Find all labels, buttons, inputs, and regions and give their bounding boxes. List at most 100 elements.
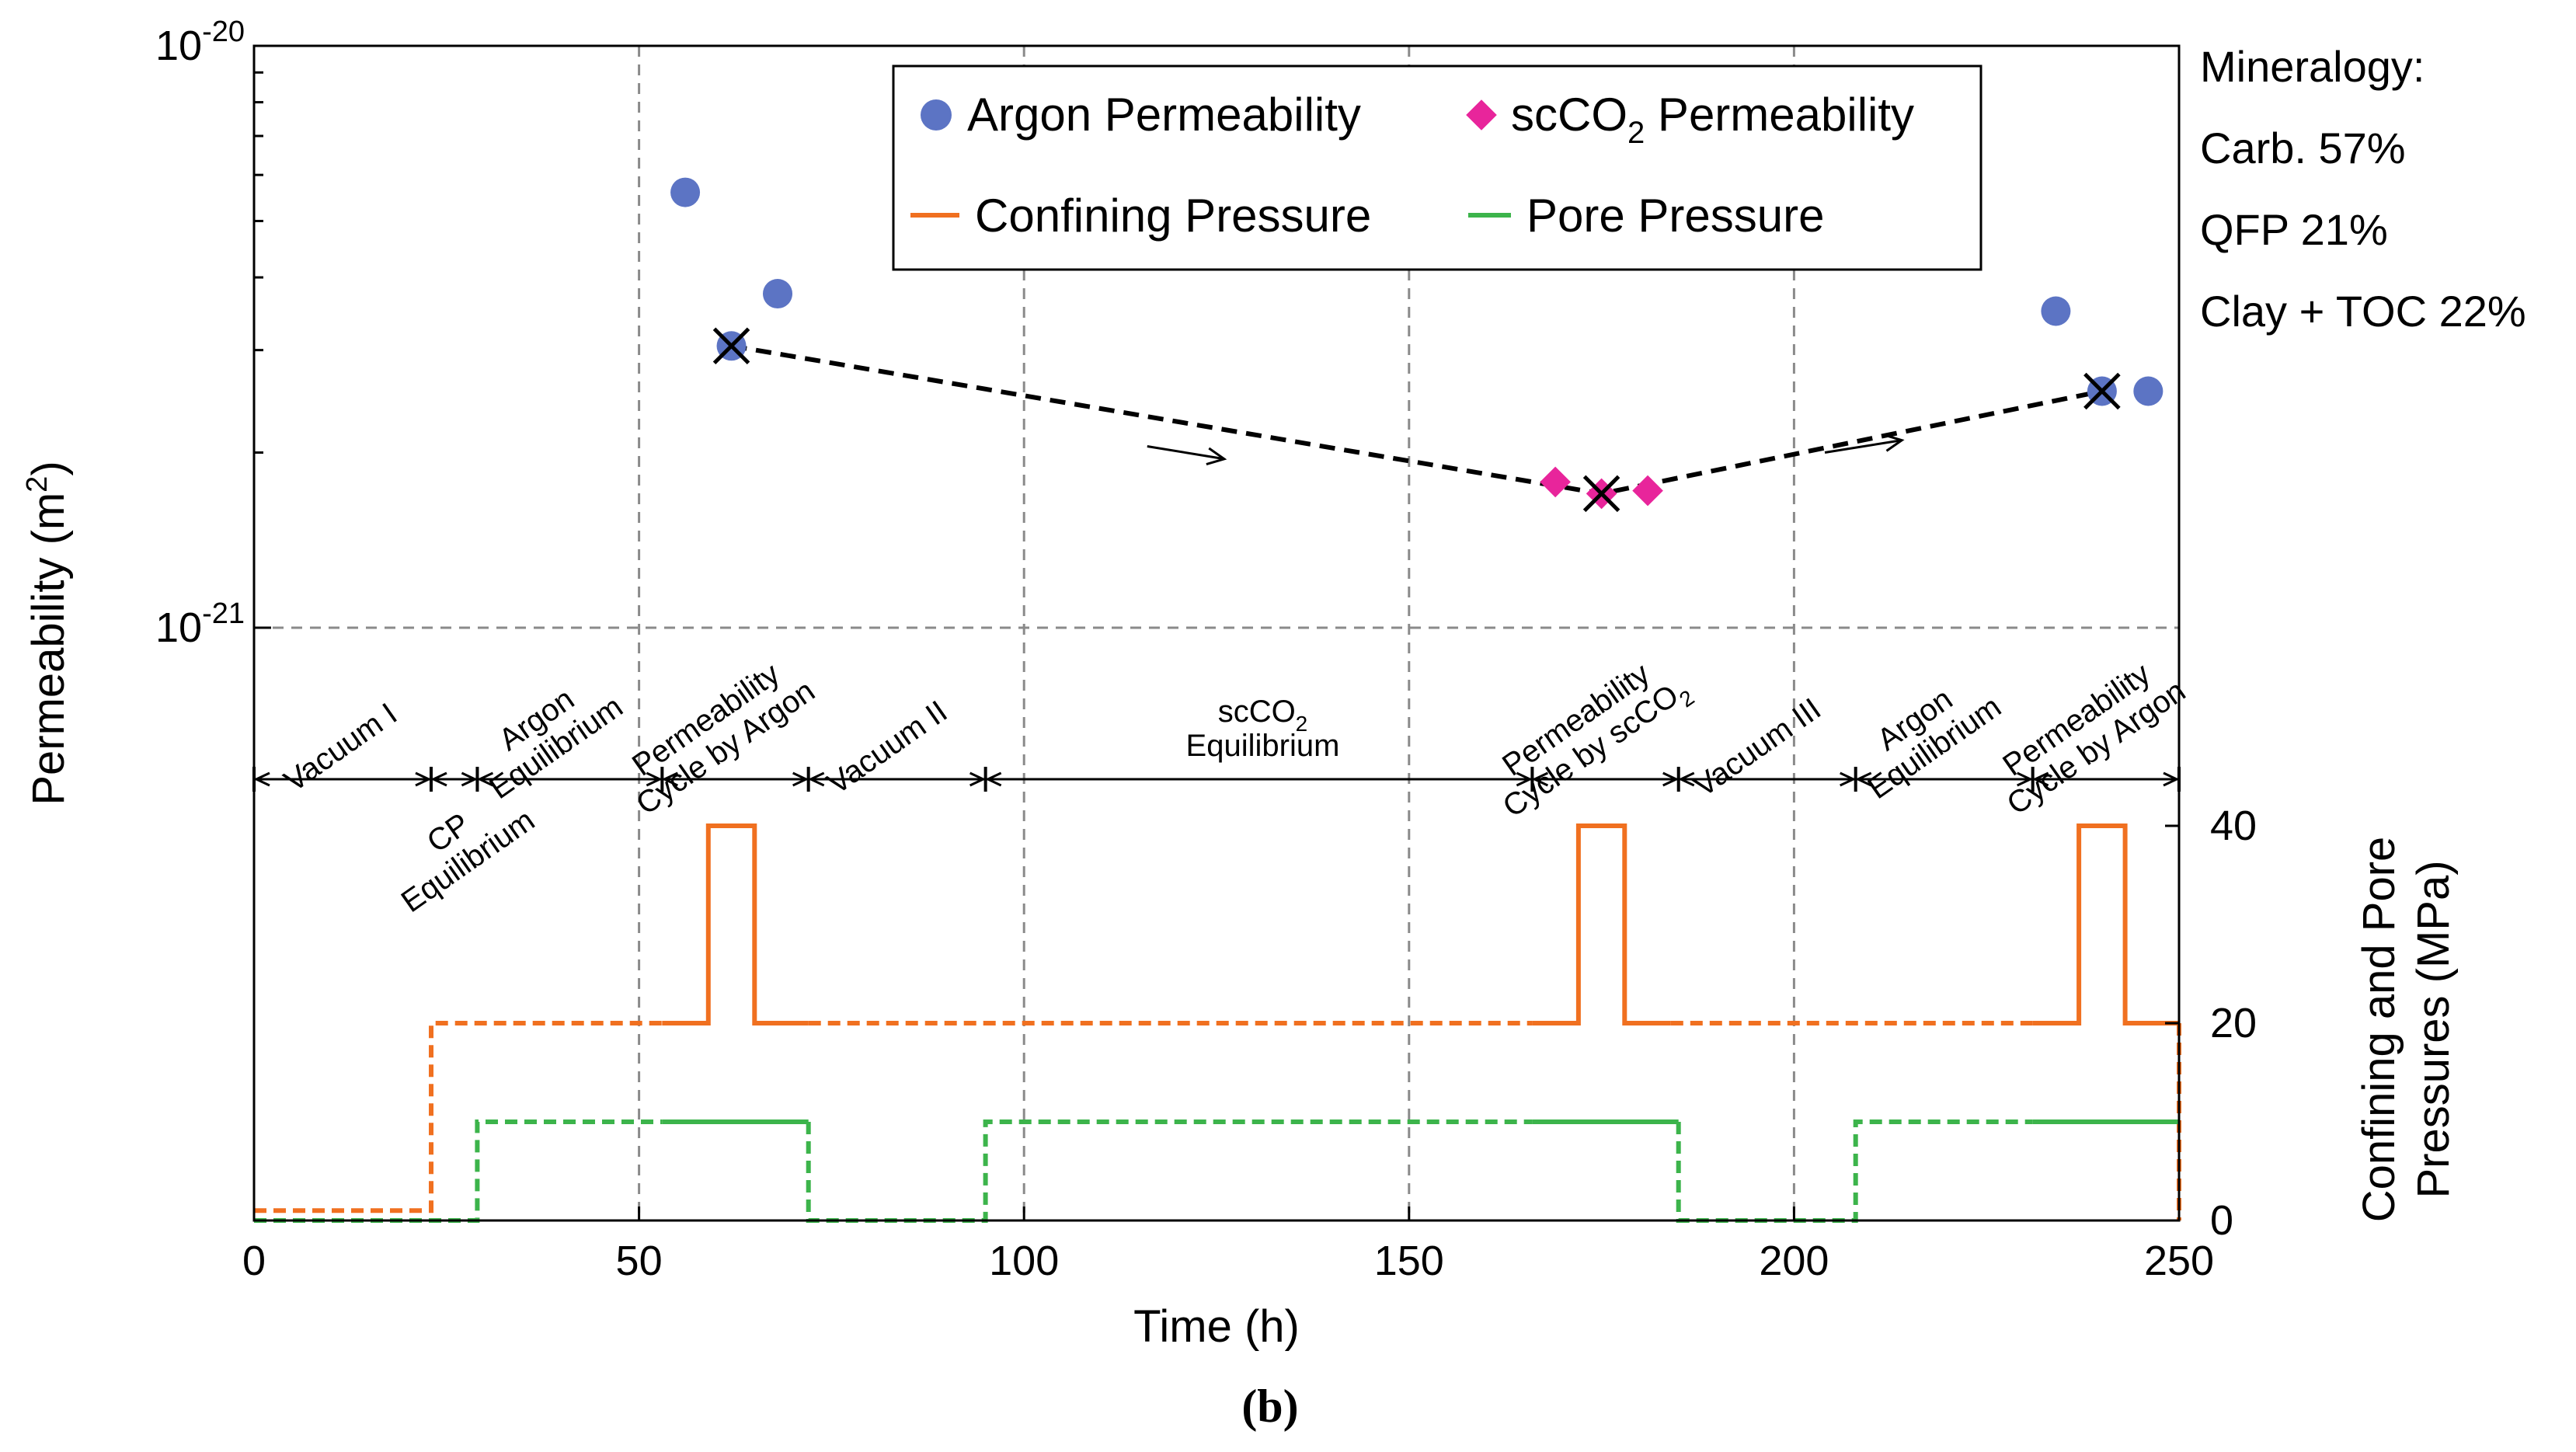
- y-left-tick-label: 10-21: [155, 597, 245, 651]
- y-right-tick-label: 0: [2210, 1197, 2233, 1244]
- x-tick-label: 150: [1374, 1238, 1444, 1284]
- pore-pressure-segment: [806, 1119, 1533, 1223]
- legend: Argon Permeability scCO2 Permeability Co…: [892, 64, 1982, 271]
- phase-label-line: Vacuum II: [821, 695, 953, 802]
- flow-arrow-shaft: [1824, 439, 1902, 454]
- phase-label: Vacuum II: [821, 695, 953, 802]
- x-tick-label: 250: [2144, 1238, 2214, 1284]
- x-tick-label: 200: [1759, 1238, 1829, 1284]
- phase-arrowhead: [476, 771, 494, 787]
- y-right-tick-label: 40: [2210, 803, 2257, 849]
- scco2-permeability-point: [1632, 475, 1663, 507]
- confining-pressure-segment: [2032, 823, 2179, 1025]
- y-left-title-end: ): [23, 461, 74, 475]
- legend-pore-label: Pore Pressure: [1526, 190, 1825, 242]
- figure-caption: (b): [1241, 1381, 1298, 1432]
- phase-label: Vacuum I: [278, 697, 403, 799]
- phase-arrowhead: [985, 771, 1002, 787]
- phase-arrowhead: [461, 771, 478, 787]
- phase-arrowhead: [430, 771, 447, 787]
- phase-label-line: Equilibrium: [395, 803, 541, 920]
- legend-argon-marker: [921, 99, 952, 131]
- y-axis-left-title: Permeability (m2): [21, 461, 74, 805]
- flow-arrow-head: [1206, 447, 1227, 466]
- mineralogy-note: Mineralogy: Carb. 57% QFP 21% Clay + TOC…: [2200, 42, 2526, 336]
- x-tick-label: 100: [989, 1238, 1059, 1284]
- legend-box: [892, 64, 1982, 271]
- y-right-tick-label: 20: [2210, 1000, 2257, 1046]
- phase-label-line: Vacuum I: [278, 697, 403, 799]
- legend-scco2-label: scCO2 Permeability: [1511, 89, 1914, 150]
- argon-permeability-point: [670, 177, 701, 207]
- phase-label-text: Equilibrium: [395, 803, 541, 920]
- phase-label-text: Vacuum II: [821, 695, 953, 802]
- phase-arrowhead: [1855, 771, 1872, 787]
- phase-arrowhead: [1662, 771, 1680, 787]
- y-left-tick-exp: -21: [202, 597, 245, 630]
- flow-arrow-shaft: [1147, 445, 1225, 461]
- legend-scco2-sub: 2: [1627, 116, 1645, 150]
- y-axis-right-title: Confining and Pore Pressures (MPa): [2354, 837, 2459, 1223]
- mineralogy-title: Mineralogy:: [2200, 42, 2425, 91]
- trend-line: [730, 343, 2103, 496]
- phase-label-line: scCO2: [1218, 695, 1308, 736]
- x-axis-title: Time (h): [1133, 1301, 1300, 1352]
- y-left-tick-base: 10: [155, 604, 202, 651]
- y-left-tick-label: 10-20: [155, 16, 245, 69]
- phase-arrowhead: [661, 771, 678, 787]
- phase-arrowhead: [1516, 771, 1533, 787]
- pressure-series: [254, 823, 2181, 1223]
- y-left-tick-exp: -20: [202, 16, 245, 48]
- y-left-title-main: Permeability (m: [23, 493, 74, 806]
- confining-pressure-segment: [1532, 823, 1671, 1025]
- pore-pressure-segment: [1676, 1119, 2033, 1223]
- mineralogy-carb: Carb. 57%: [2200, 124, 2406, 172]
- phase-arrowhead: [646, 771, 663, 787]
- pore-pressure-segment: [254, 1119, 663, 1223]
- phase-arrowhead: [415, 771, 432, 787]
- permeability-points: [670, 177, 2163, 513]
- trend-anchor-x-mark: [2083, 372, 2121, 410]
- y-left-tick-base: 10: [155, 23, 202, 69]
- mineralogy-qfp: QFP 21%: [2200, 205, 2388, 254]
- legend-argon-label: Argon Permeability: [967, 89, 1361, 141]
- phase-arrowhead: [808, 771, 825, 787]
- phase-arrowhead: [792, 771, 809, 787]
- phase-arrowhead: [2032, 771, 2049, 787]
- phase-label: Vacuum III: [1688, 691, 1827, 803]
- phase-label-line: Equilibrium: [1186, 729, 1340, 763]
- mineralogy-clay-toc: Clay + TOC 22%: [2200, 287, 2526, 336]
- scco2-permeability-point: [1540, 466, 1571, 498]
- phase-label-text: Vacuum III: [1688, 691, 1827, 803]
- phase-annotations: Vacuum I ArgonEquilibriumPermeabilityCycl…: [252, 656, 2191, 920]
- x-tick-label: 50: [616, 1238, 663, 1284]
- argon-permeability-point: [763, 279, 793, 309]
- phase-label-text: Equilibrium: [1186, 729, 1340, 763]
- phase-arrowhead: [1531, 771, 1549, 787]
- phase-arrowhead: [1678, 771, 1695, 787]
- phase-label-subscript: 2: [1296, 712, 1308, 736]
- confining-pressure-segment: [254, 1021, 663, 1213]
- trend-dashed-line: [730, 343, 2103, 496]
- legend-scco2-suffix: Permeability: [1645, 89, 1914, 141]
- phase-arrowhead: [969, 771, 987, 787]
- argon-permeability-point: [2133, 376, 2163, 406]
- flow-arrow-head: [1883, 434, 1905, 452]
- phase-arrowhead: [2163, 771, 2180, 787]
- plot-frame: [252, 44, 2181, 1222]
- phase-arrowhead: [2017, 771, 2034, 787]
- trend-anchor-x-mark: [1582, 475, 1620, 513]
- legend-confining-label: Confining Pressure: [975, 190, 1371, 242]
- y-left-title-sup: 2: [21, 476, 54, 493]
- legend-scco2-prefix: scCO: [1511, 89, 1627, 141]
- phase-label-text: Vacuum I: [278, 697, 403, 799]
- confining-pressure-segment: [662, 823, 809, 1025]
- phase-label-line: Vacuum III: [1688, 691, 1827, 803]
